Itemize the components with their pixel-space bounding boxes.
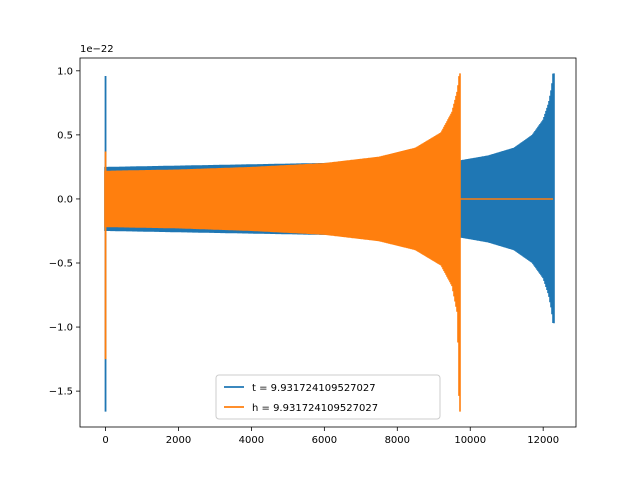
x-tick-label: 0 [102,435,108,446]
y-offset-label: 1e−22 [80,44,114,55]
axes: 0 2000 4000 6000 8000 10000 12000 −1.5 −1.0 −0.5 0… [49,57,577,446]
legend-box [215,374,441,420]
y-tick-label: −1.5 [49,387,73,398]
y-tick-label: −0.5 [49,259,73,270]
legend-label-1: h = 9.931724109527027 [252,403,378,414]
y-tick-label: −1.0 [49,323,73,334]
series-1 [104,73,554,412]
x-tick-label: 2000 [166,435,191,446]
legend: t = 9.931724109527027 h = 9.9317241095270… [215,374,441,420]
legend-label-0: t = 9.931724109527027 [252,383,376,394]
x-tick-label: 8000 [385,435,410,446]
plot-area [104,73,555,412]
y-tick-label: 0.5 [57,130,73,141]
x-tick-label: 4000 [239,435,264,446]
x-tick-label: 6000 [312,435,337,446]
y-tick-label: 0.0 [57,194,73,205]
y-tick-label: 1.0 [57,66,73,77]
axes-frame [79,57,577,428]
x-tick-label: 12000 [527,435,559,446]
x-tick-label: 10000 [454,435,486,446]
